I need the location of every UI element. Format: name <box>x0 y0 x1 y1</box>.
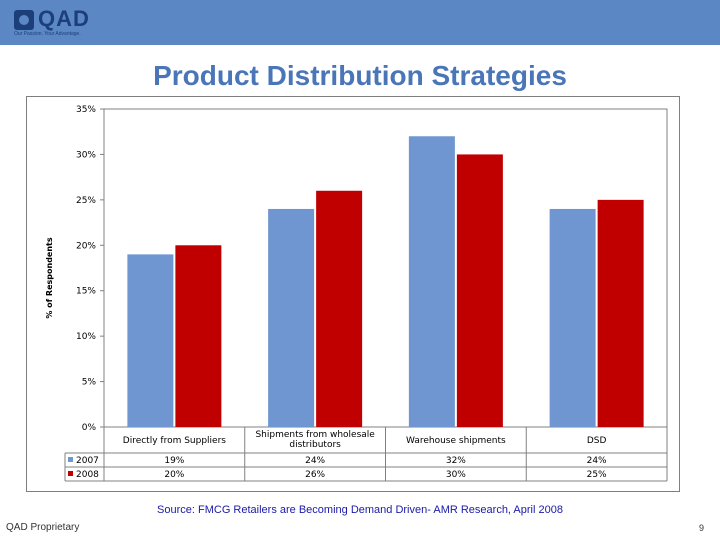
bar-2007-3 <box>408 136 455 427</box>
y-tick-label: 0% <box>82 423 97 433</box>
source-citation: Source: FMCG Retailers are Becoming Dema… <box>157 504 563 516</box>
logo-tagline: Our Passion. Your Advantage. <box>14 31 81 37</box>
data-label-2007: 24% <box>305 456 325 466</box>
logo-brand: QAD <box>38 6 90 31</box>
qad-logo-icon <box>14 10 34 30</box>
qad-logo: QAD Our Passion. Your Advantage. <box>10 6 130 38</box>
legend-label-2008: 2008 <box>76 470 99 480</box>
x-category-label: Directly from Suppliers <box>123 436 227 446</box>
bar-2007-4 <box>549 208 596 427</box>
y-tick-label: 15% <box>76 287 96 297</box>
page-number: 9 <box>698 523 704 533</box>
header-bar: QAD Our Passion. Your Advantage. <box>0 0 720 45</box>
data-label-2007: 32% <box>446 456 466 466</box>
legend-key-2007 <box>68 457 73 462</box>
data-label-2008: 26% <box>305 470 325 480</box>
bar-chart: 0% 5% 10% 15% 20% 25% 30% 35% % of Respondents Di… <box>45 105 668 482</box>
data-label-2007: 19% <box>164 456 184 466</box>
bar-2007-1 <box>127 254 174 427</box>
x-category-label: DSD <box>587 436 607 446</box>
x-category-label: Warehouse shipments <box>406 436 506 446</box>
bar-2007-2 <box>268 208 315 427</box>
y-axis-title: % of Respondents <box>45 237 54 319</box>
legend-key-2008 <box>68 471 73 476</box>
slide-title: Product Distribution Strategies <box>153 60 567 91</box>
bar-2008-2 <box>316 190 363 427</box>
y-tick-label: 10% <box>76 332 96 342</box>
y-tick-label: 35% <box>76 105 96 115</box>
y-tick-label: 30% <box>76 150 96 160</box>
x-category-label: Shipments from wholesale distributors <box>255 430 375 450</box>
y-tick-label: 5% <box>82 378 97 388</box>
legend-label-2007: 2007 <box>76 456 99 466</box>
y-tick-label: 20% <box>76 241 96 251</box>
chart-frame: 0% 5% 10% 15% 20% 25% 30% 35% % of Respondents Di… <box>26 96 680 492</box>
bar-2008-1 <box>175 245 222 427</box>
data-label-2008: 25% <box>587 470 607 480</box>
footer-proprietary: QAD Proprietary <box>6 522 80 533</box>
bar-2008-4 <box>597 199 644 427</box>
data-label-2008: 30% <box>446 470 466 480</box>
y-tick-label: 25% <box>76 196 96 206</box>
data-label-2008: 20% <box>164 470 184 480</box>
data-label-2007: 24% <box>587 456 607 466</box>
bar-2008-3 <box>456 154 503 427</box>
